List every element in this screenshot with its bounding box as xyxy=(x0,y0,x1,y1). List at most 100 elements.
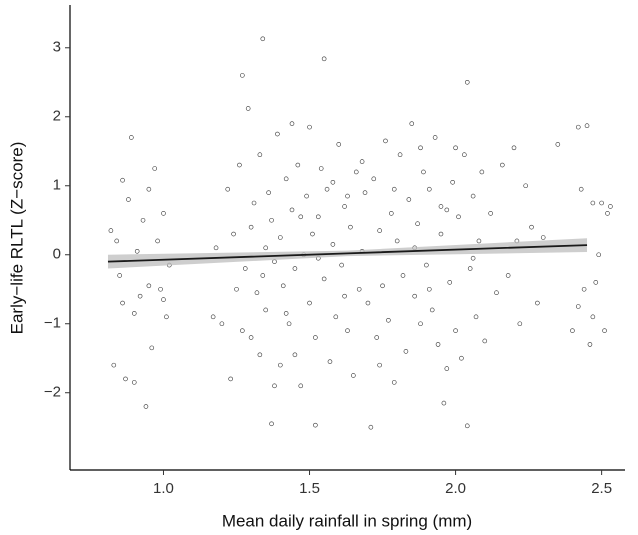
point xyxy=(348,224,353,230)
point xyxy=(245,106,251,111)
point xyxy=(371,176,377,182)
point xyxy=(383,138,388,144)
point xyxy=(342,204,347,209)
point xyxy=(120,177,125,183)
point xyxy=(263,307,269,313)
point xyxy=(389,211,394,216)
point xyxy=(330,180,336,185)
point xyxy=(248,224,254,230)
point xyxy=(123,376,128,382)
point xyxy=(453,328,458,333)
point xyxy=(131,311,137,316)
point xyxy=(289,121,295,126)
point xyxy=(409,121,415,126)
point xyxy=(602,328,607,333)
point xyxy=(476,238,482,244)
point xyxy=(275,131,280,137)
point xyxy=(313,335,318,340)
point xyxy=(470,193,476,199)
y-axis-title: Early−life RLTL (Z−score) xyxy=(7,142,26,335)
point xyxy=(283,311,289,316)
point xyxy=(596,252,602,258)
point xyxy=(272,383,277,389)
point xyxy=(269,421,274,427)
point xyxy=(231,231,236,237)
point xyxy=(397,152,403,158)
point xyxy=(155,238,160,244)
y-tick-label: −2 xyxy=(44,384,61,401)
point xyxy=(269,217,274,223)
point xyxy=(324,186,330,192)
point xyxy=(473,314,479,320)
point xyxy=(462,152,467,158)
point xyxy=(342,293,347,299)
point xyxy=(380,283,385,289)
point xyxy=(304,193,309,199)
point xyxy=(111,362,117,368)
point xyxy=(578,186,584,192)
point xyxy=(298,214,304,220)
point xyxy=(210,314,216,320)
point xyxy=(581,286,587,292)
point xyxy=(453,145,458,151)
point xyxy=(444,366,450,371)
point xyxy=(310,231,315,237)
point xyxy=(158,286,163,292)
y-tick-label: 1 xyxy=(53,177,61,194)
point xyxy=(149,345,155,351)
point xyxy=(260,273,266,278)
point xyxy=(426,286,432,292)
point xyxy=(406,197,412,202)
point xyxy=(368,424,374,430)
point xyxy=(266,190,271,195)
point xyxy=(444,207,450,213)
point xyxy=(438,204,444,209)
point xyxy=(134,248,140,254)
point xyxy=(248,335,254,340)
point xyxy=(321,56,327,62)
x-tick-label: 1.5 xyxy=(299,480,320,497)
point xyxy=(213,245,219,251)
point xyxy=(426,186,432,192)
point xyxy=(424,262,429,268)
point xyxy=(351,373,356,378)
point xyxy=(272,259,277,264)
point xyxy=(161,297,166,302)
point xyxy=(523,183,528,189)
point xyxy=(345,328,350,333)
point xyxy=(599,200,604,206)
point xyxy=(435,342,441,347)
point xyxy=(257,152,263,158)
point xyxy=(505,273,511,278)
point xyxy=(575,304,581,309)
point xyxy=(482,338,488,344)
x-tick-label: 2.0 xyxy=(445,480,466,497)
point xyxy=(535,300,540,306)
point xyxy=(590,314,596,320)
x-axis-title: Mean daily rainfall in spring (mm) xyxy=(222,511,472,530)
point xyxy=(295,162,301,168)
point xyxy=(254,290,260,295)
point xyxy=(327,359,333,364)
point xyxy=(315,214,321,220)
point xyxy=(164,314,169,320)
point xyxy=(146,283,152,289)
point xyxy=(494,290,499,295)
point xyxy=(237,162,242,168)
y-tick-label: 2 xyxy=(53,108,61,125)
point xyxy=(456,214,461,220)
point xyxy=(429,307,435,313)
point xyxy=(412,293,417,299)
point xyxy=(330,242,336,247)
point xyxy=(108,228,114,233)
point xyxy=(359,159,365,164)
point xyxy=(467,266,473,271)
point xyxy=(240,328,245,333)
point xyxy=(488,211,493,216)
point xyxy=(450,180,455,185)
point xyxy=(555,142,561,147)
point xyxy=(511,145,517,151)
point xyxy=(447,280,453,285)
point xyxy=(362,190,368,195)
